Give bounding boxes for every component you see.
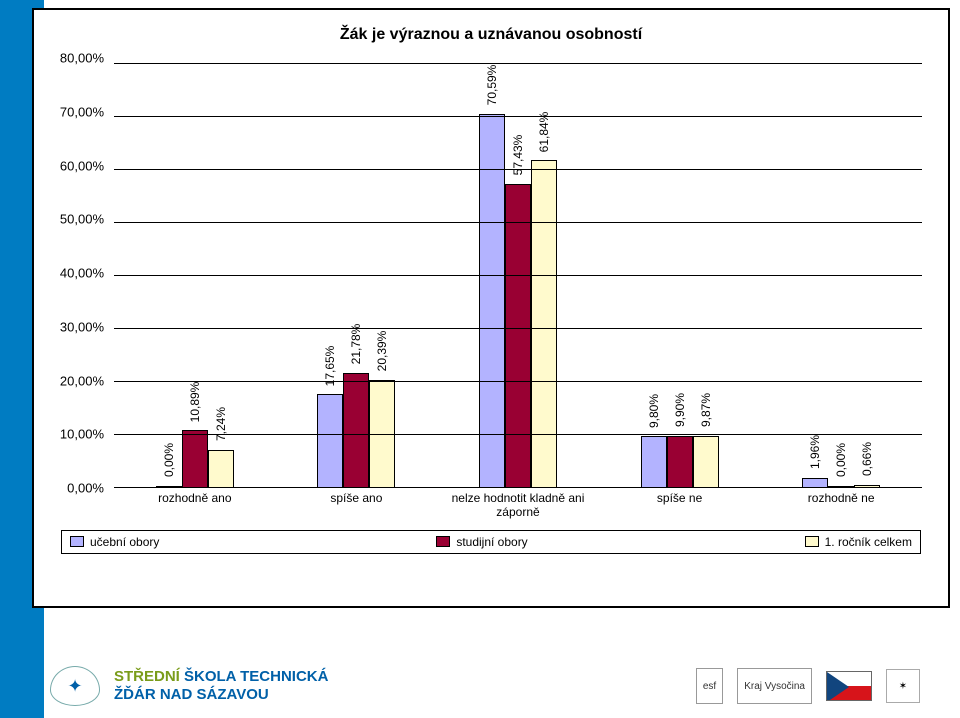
y-tick-label: 80,00% (60, 51, 104, 66)
school-logo-icon: ✦ (50, 666, 100, 706)
y-tick-label: 10,00% (60, 427, 104, 442)
x-category-label: rozhodně ne (760, 492, 922, 520)
y-tick-label: 40,00% (60, 266, 104, 281)
legend-swatch (436, 536, 450, 547)
bar-value-label: 0,66% (860, 442, 874, 476)
bar-value-label: 21,78% (349, 324, 363, 365)
bar-value-label: 1,96% (808, 435, 822, 469)
plot-wrap: 0,00% 10,00% 20,00% 30,00% 40,00% 50,00% 60,00… (52, 58, 930, 488)
legend-label: 1. ročník celkem (825, 535, 912, 549)
legend-swatch (70, 536, 84, 547)
bar: 9,87% (693, 436, 719, 488)
legend: učební obory studijní obory 1. ročník celk… (61, 530, 921, 554)
bar: 21,78% (343, 373, 369, 488)
x-axis-labels: rozhodně anospíše anonelze hodnotit klad… (114, 492, 922, 520)
bar-value-label: 7,24% (214, 407, 228, 441)
legend-swatch (805, 536, 819, 547)
bar: 9,80% (641, 436, 667, 488)
school-line2: ŽĎÁR NAD SÁZAVOU (114, 686, 328, 704)
chart-title: Žák je výraznou a uznávanou osobností (52, 26, 930, 44)
x-category-label: spíše ne (599, 492, 761, 520)
x-category-label: nelze hodnotit kladně anizáporně (437, 492, 599, 520)
legend-label: studijní obory (456, 535, 527, 549)
x-category-label: rozhodně ano (114, 492, 276, 520)
y-tick-label: 60,00% (60, 158, 104, 173)
gridline (114, 63, 922, 64)
gridline (114, 275, 922, 276)
bar: 17,65% (317, 394, 343, 488)
bar-value-label: 20,39% (375, 331, 389, 372)
bar-value-label: 0,00% (162, 443, 176, 477)
y-axis-labels: 0,00%10,00%20,00%30,00%40,00%50,00%60,00… (52, 58, 110, 488)
gridline (114, 116, 922, 117)
y-tick-label: 50,00% (60, 212, 104, 227)
gridline (114, 222, 922, 223)
x-category-label: spíše ano (276, 492, 438, 520)
legend-item: učební obory (70, 535, 159, 549)
bar: 9,90% (667, 436, 693, 488)
bar-groups: 0,00%10,89%7,24%17,65%21,78%20,39%70,59%… (114, 64, 922, 488)
school-line1b: ŠKOLA TECHNICKÁ (180, 668, 329, 685)
badge-esf: esf (696, 668, 723, 704)
gridline (114, 487, 922, 488)
bar-group: 17,65%21,78%20,39% (317, 64, 395, 488)
bar-value-label: 10,89% (188, 381, 202, 422)
bar-value-label: 9,87% (699, 393, 713, 427)
bar-value-label: 9,90% (673, 393, 687, 427)
gridline (114, 381, 922, 382)
bar-group: 9,80%9,90%9,87% (641, 64, 719, 488)
gridline (114, 434, 922, 435)
bar: 57,43% (505, 184, 531, 488)
bar-value-label: 0,00% (834, 443, 848, 477)
bar-value-label: 9,80% (647, 394, 661, 428)
bar-value-label: 61,84% (537, 111, 551, 152)
legend-label: učební obory (90, 535, 159, 549)
plot-area: 0,00%10,89%7,24%17,65%21,78%20,39%70,59%… (114, 64, 922, 488)
bar-value-label: 70,59% (485, 65, 499, 106)
y-tick-label: 30,00% (60, 319, 104, 334)
bar: 10,89% (182, 430, 208, 488)
legend-item: studijní obory (436, 535, 527, 549)
legend-item: 1. ročník celkem (805, 535, 912, 549)
bar-group: 0,00%10,89%7,24% (156, 64, 234, 488)
gridline (114, 328, 922, 329)
bar: 61,84% (531, 160, 557, 488)
footer-mini-icon: ✶ (886, 669, 920, 703)
gridline (114, 169, 922, 170)
bar: 7,24% (208, 450, 234, 488)
school-name: STŘEDNÍ ŠKOLA TECHNICKÁ ŽĎÁR NAD SÁZAVOU (114, 668, 328, 704)
bar-group: 70,59%57,43%61,84% (479, 64, 557, 488)
badge-kraj: Kraj Vysočina (737, 668, 812, 704)
czech-flag-icon (826, 671, 872, 701)
bar-group: 1,96% 0,00% 0,66% (802, 64, 880, 488)
y-tick-label: 20,00% (60, 373, 104, 388)
y-tick-label: 70,00% (60, 104, 104, 119)
chart-panel: Žák je výraznou a uznávanou osobností 0,… (32, 8, 950, 608)
y-tick-label: 0,00% (67, 481, 104, 496)
school-line1a: STŘEDNÍ (114, 668, 180, 685)
footer: ✦ STŘEDNÍ ŠKOLA TECHNICKÁ ŽĎÁR NAD SÁZAV… (0, 660, 960, 718)
